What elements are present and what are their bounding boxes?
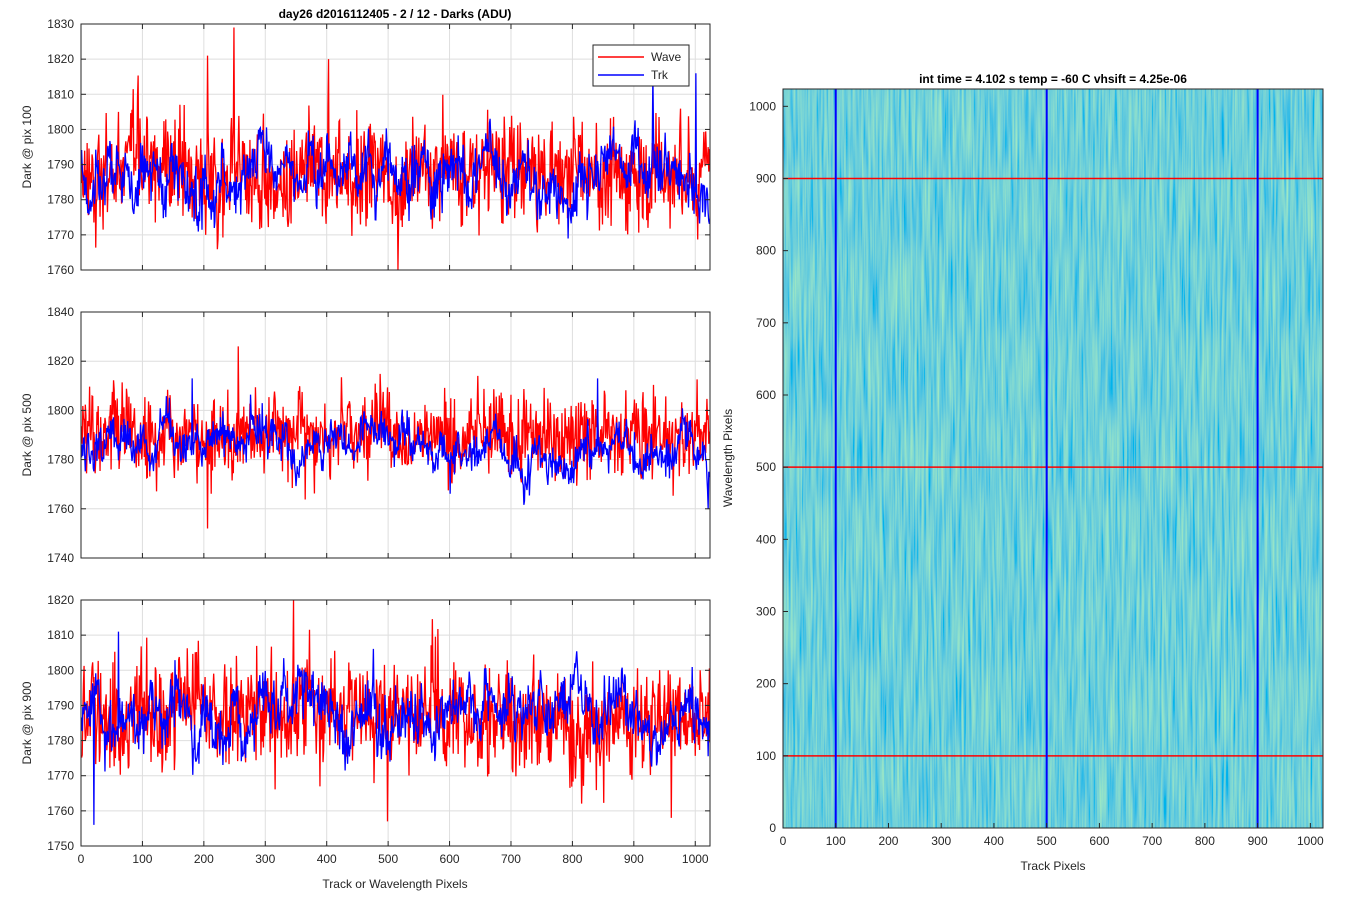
- shared-x-axis-label: Track or Wavelength Pixels: [322, 877, 467, 891]
- series-line-wave: [81, 27, 710, 270]
- x-tick-label: 600: [440, 852, 460, 866]
- x-tick-label: 1000: [1297, 834, 1324, 848]
- y-tick-label: 1820: [47, 52, 74, 66]
- y-tick-label: 1800: [47, 122, 74, 136]
- y-tick-label: 300: [756, 604, 776, 618]
- y-tick-label: 1840: [47, 305, 74, 319]
- x-tick-label: 600: [1089, 834, 1109, 848]
- y-tick-label: 500: [756, 460, 776, 474]
- y-tick-label: 800: [756, 244, 776, 258]
- legend-wave-label: Wave: [651, 50, 682, 64]
- x-tick-label: 700: [501, 852, 521, 866]
- heatmap-title: int time = 4.102 s temp = -60 C vhsift =…: [919, 72, 1187, 86]
- x-tick-label: 500: [1037, 834, 1057, 848]
- y-tick-label: 700: [756, 316, 776, 330]
- heatmap-image: [783, 89, 1323, 828]
- series-group: [81, 27, 710, 270]
- heatmap-axes-frame: [782, 88, 1324, 829]
- series-line-trk: [81, 631, 710, 825]
- x-tick-label: 900: [624, 852, 644, 866]
- y-tick-label: 1000: [749, 99, 776, 113]
- axes-frame: [80, 311, 711, 559]
- x-tick-label: 1000: [682, 852, 709, 866]
- plot-panel-pix-500: 1740 1760 1780 1800 1820 1840 Dark @ pix 500: [20, 305, 711, 565]
- x-tick-label: 0: [78, 852, 85, 866]
- plot-panel-pix-900: 0 100 200 300 400 500 600 700 800 900 1000 1750 1760…: [20, 593, 711, 866]
- y-tick-label: 400: [756, 532, 776, 546]
- y-tick-label: 1810: [47, 87, 74, 101]
- y-tick-label: 0: [769, 821, 776, 835]
- y-tick-label: 600: [756, 388, 776, 402]
- legend-trk-label: Trk: [651, 68, 669, 82]
- y-tick-label: 1830: [47, 17, 74, 31]
- y-tick-label: 200: [756, 677, 776, 691]
- x-tick-label: 300: [255, 852, 275, 866]
- y-tick-label: 1770: [47, 769, 74, 783]
- dark-frame-heatmap: 0 100 200 300 400 500 600 700 800 900 1000 0 100 200 3…: [749, 88, 1324, 848]
- x-tick-label: 400: [984, 834, 1004, 848]
- series-line-trk: [81, 378, 710, 509]
- x-tick-label: 500: [378, 852, 398, 866]
- y-tick-label: 1740: [47, 551, 74, 565]
- series-line-trk: [81, 73, 710, 239]
- series-group: [81, 346, 710, 529]
- x-tick-label: 400: [317, 852, 337, 866]
- axes-frame: [80, 599, 711, 847]
- y-tick-label: 1780: [47, 453, 74, 467]
- y-tick-label: 1810: [47, 628, 74, 642]
- figure-title: day26 d2016112405 - 2 / 12 - Darks (ADU): [279, 7, 512, 21]
- heatmap-x-axis-label: Track Pixels: [1021, 859, 1086, 873]
- y-tick-label: 1760: [47, 502, 74, 516]
- y-tick-label: 1800: [47, 403, 74, 417]
- y-tick-label: 1760: [47, 804, 74, 818]
- heatmap-y-axis-label: Wavelength Pixels: [721, 409, 735, 507]
- legend-box: [592, 44, 690, 87]
- y-tick-label: 1780: [47, 193, 74, 207]
- y-axis-label: Dark @ pix 500: [20, 393, 34, 476]
- y-tick-label: 1780: [47, 734, 74, 748]
- axes-frame: [80, 23, 711, 271]
- y-tick-label: 900: [756, 171, 776, 185]
- x-tick-label: 200: [194, 852, 214, 866]
- series-group: [81, 600, 710, 825]
- x-tick-label: 100: [826, 834, 846, 848]
- x-tick-label: 300: [931, 834, 951, 848]
- x-tick-label: 800: [1195, 834, 1215, 848]
- y-tick-label: 1820: [47, 593, 74, 607]
- x-tick-label: 200: [878, 834, 898, 848]
- x-tick-label: 800: [562, 852, 582, 866]
- y-tick-label: 1790: [47, 698, 74, 712]
- x-tick-label: 900: [1248, 834, 1268, 848]
- series-line-wave: [81, 600, 710, 822]
- y-tick-label: 100: [756, 749, 776, 763]
- y-tick-label: 1820: [47, 354, 74, 368]
- x-tick-label: 100: [132, 852, 152, 866]
- x-tick-label: 700: [1142, 834, 1162, 848]
- y-tick-label: 1750: [47, 839, 74, 853]
- y-tick-label: 1760: [47, 263, 74, 277]
- y-tick-label: 1790: [47, 158, 74, 172]
- legend: Wave Trk: [592, 44, 690, 87]
- y-axis-label: Dark @ pix 100: [20, 105, 34, 188]
- y-tick-label: 1800: [47, 663, 74, 677]
- y-axis-label: Dark @ pix 900: [20, 681, 34, 764]
- y-tick-label: 1770: [47, 228, 74, 242]
- x-tick-label: 0: [780, 834, 787, 848]
